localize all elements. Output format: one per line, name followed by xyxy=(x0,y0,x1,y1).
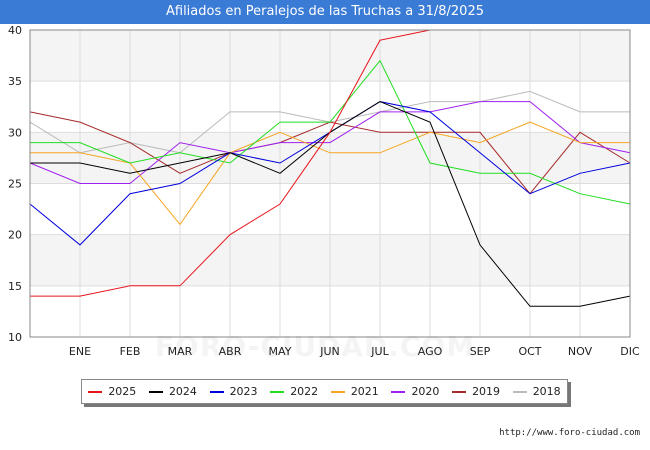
plot-frame xyxy=(29,29,631,338)
legend-label: 2019 xyxy=(472,385,501,398)
legend-label: 2021 xyxy=(350,385,379,398)
y-tick-label: 25 xyxy=(8,178,22,191)
legend-swatch xyxy=(270,390,285,393)
series-line-2025 xyxy=(30,29,431,297)
chart-title: Afiliados en Peralejos de las Truchas a … xyxy=(0,0,650,24)
legend-swatch xyxy=(330,390,345,393)
x-tick-label: OCT xyxy=(518,345,541,358)
legend-swatch xyxy=(209,390,224,393)
legend: 2025 2024 2023 2022 2021 2020 2019 2018 xyxy=(81,379,568,404)
series-lines xyxy=(29,29,631,307)
plot-border xyxy=(29,29,631,338)
x-tick-label: AGO xyxy=(418,345,443,358)
y-tick-label: 10 xyxy=(8,331,22,344)
legend-label: 2020 xyxy=(411,385,440,398)
x-tick-label: ABR xyxy=(219,345,242,358)
legend-swatch xyxy=(391,390,406,393)
legend-label: 2023 xyxy=(229,385,258,398)
x-tick-label: JUN xyxy=(319,345,340,358)
legend-swatch xyxy=(452,390,467,393)
legend-label: 2024 xyxy=(168,385,197,398)
legend-label: 2018 xyxy=(532,385,561,398)
legend-item-2021: 2021 xyxy=(330,385,379,398)
legend-item-2025: 2025 xyxy=(88,385,136,398)
x-tick-label: FEB xyxy=(120,345,141,358)
y-tick-label: 15 xyxy=(8,280,22,293)
legend-swatch xyxy=(148,390,163,393)
series-line-2022 xyxy=(30,59,631,205)
legend-item-2024: 2024 xyxy=(148,385,197,398)
y-tick-label: 30 xyxy=(8,126,22,139)
legend-item-2020: 2020 xyxy=(391,385,439,398)
x-tick-label: NOV xyxy=(568,345,593,358)
legend-item-2019: 2019 xyxy=(452,385,500,398)
legend-item-2018: 2018 xyxy=(512,385,561,398)
x-axis-ticks: ENE FEB MAR ABR MAY JUN JUL AGO SEP OCT NOV DIC xyxy=(69,345,640,358)
y-tick-label: 40 xyxy=(8,24,22,37)
series-line-2020 xyxy=(29,101,631,184)
legend-label: 2025 xyxy=(108,385,137,398)
y-tick-label: 20 xyxy=(8,229,22,242)
x-tick-label: ENE xyxy=(69,345,91,358)
y-tick-label: 35 xyxy=(8,75,22,88)
legend-item-2022: 2022 xyxy=(270,385,318,398)
x-tick-label: JUL xyxy=(370,345,389,358)
x-tick-label: MAY xyxy=(269,345,292,358)
legend-item-2023: 2023 xyxy=(209,385,258,398)
x-tick-label: MAR xyxy=(168,345,193,358)
watermark: FORO-CIUDAD.COM xyxy=(150,330,480,363)
y-axis-ticks: 10 15 20 25 30 35 40 xyxy=(8,24,22,344)
legend-swatch xyxy=(512,390,527,393)
x-tick-label: DIC xyxy=(620,345,640,358)
line-chart: 10 15 20 25 30 35 40 ENE FEB MAR ABR MAY JUN JUL AGO S… xyxy=(8,24,640,358)
x-tick-label: SEP xyxy=(470,345,491,358)
source-url[interactable]: http://www.foro-ciudad.com xyxy=(499,428,640,438)
legend-label: 2022 xyxy=(290,385,319,398)
legend-swatch xyxy=(88,390,103,393)
